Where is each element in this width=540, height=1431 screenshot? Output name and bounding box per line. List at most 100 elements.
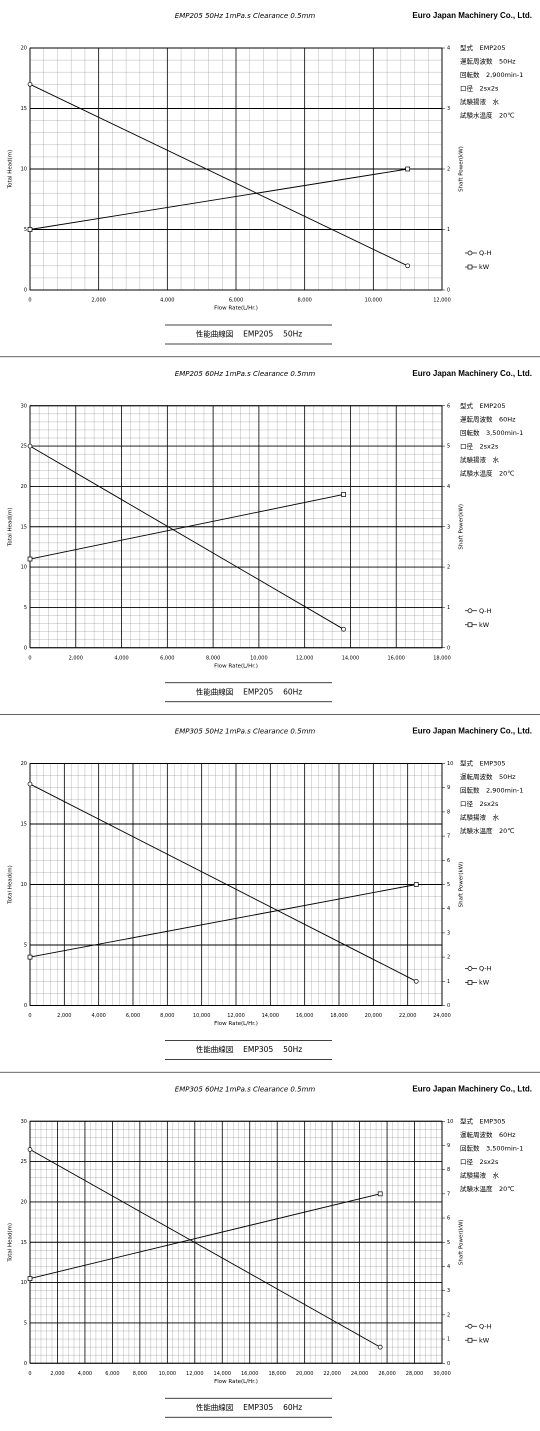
y2-axis-label: Shaft Power(kW) — [459, 1219, 465, 1265]
data-point — [27, 781, 33, 787]
x-tick-label: 18,000 — [433, 655, 451, 661]
x-tick-label: 18,000 — [330, 1013, 348, 1019]
x-tick-label: 12,000 — [296, 655, 314, 661]
y2-tick-label: 8 — [447, 1167, 450, 1173]
legend-marker — [467, 250, 473, 256]
spec-line: 試験揚液 水 — [460, 1170, 500, 1179]
x-tick-label: 2,000 — [50, 1371, 64, 1377]
y2-axis-label: Shaft Power(kW) — [459, 146, 465, 192]
y2-tick-label: 6 — [447, 858, 450, 864]
series-line — [29, 1193, 381, 1279]
y2-tick-label: 4 — [447, 1264, 450, 1270]
chart-title: EMP305 60Hz 1mPa.s Clearance 0.5mm — [175, 1085, 316, 1093]
spec-line: 試験揚液 水 — [460, 97, 500, 106]
y-axis-label: Total Head(m) — [8, 865, 14, 905]
y-tick-label: 10 — [21, 167, 27, 173]
data-point — [27, 954, 33, 960]
brand: Euro Japan Machinery Co., Ltd. — [412, 1084, 532, 1093]
data-point — [27, 443, 33, 449]
data-point — [341, 626, 346, 632]
legend-marker — [467, 1337, 473, 1343]
x-tick-label: 0 — [28, 655, 31, 661]
x-tick-label: 0 — [28, 298, 31, 304]
y-tick-label: 15 — [21, 1240, 27, 1246]
x-tick-label: 30,000 — [433, 1371, 451, 1377]
y2-axis-label: Shaft Power(kW) — [459, 504, 465, 550]
x-tick-label: 2,000 — [69, 655, 83, 661]
x-tick-label: 8,000 — [160, 1013, 174, 1019]
y2-tick-label: 3 — [447, 930, 450, 936]
spec-line: 型式 EMP205 — [460, 401, 506, 410]
caption: 性能曲線図 EMP305 50Hz — [196, 1044, 302, 1054]
y2-tick-label: 10 — [447, 761, 453, 767]
x-tick-label: 2,000 — [57, 1013, 71, 1019]
y2-tick-label: 4 — [447, 484, 450, 490]
legend-marker — [467, 966, 473, 971]
spec-line: 回転数 2,900min-1 — [460, 786, 523, 795]
spec-line: 運転周波数 50Hz — [460, 772, 516, 781]
y2-tick-label: 0 — [447, 1003, 450, 1009]
x-axis-label: Flow Rate(L/Hr.) — [214, 663, 258, 669]
spec-line: 試験揚液 水 — [460, 455, 500, 464]
x-tick-label: 22,000 — [399, 1013, 417, 1019]
y-tick-label: 5 — [24, 605, 27, 611]
y-tick-label: 15 — [21, 822, 27, 828]
series-line — [29, 445, 344, 630]
y2-tick-label: 9 — [447, 785, 450, 791]
x-tick-label: 6,000 — [160, 655, 174, 661]
spec-line: 口径 2sx2s — [460, 799, 499, 808]
y2-tick-label: 6 — [447, 403, 450, 409]
x-tick-label: 10,000 — [159, 1371, 177, 1377]
series-line — [29, 1149, 381, 1348]
y-tick-label: 15 — [21, 524, 27, 530]
y2-tick-label: 6 — [447, 1216, 450, 1222]
y2-tick-label: 3 — [447, 524, 450, 530]
legend-marker — [467, 1323, 473, 1329]
chart-title: EMP305 50Hz 1mPa.s Clearance 0.5mm — [175, 728, 316, 736]
data-point — [377, 1344, 383, 1350]
spec-line: 試験水温度 20℃ — [460, 826, 515, 835]
y-tick-label: 20 — [21, 761, 27, 767]
caption: 性能曲線図 EMP305 60Hz — [196, 1402, 302, 1412]
x-tick-label: 26,000 — [378, 1371, 396, 1377]
y-tick-label: 30 — [21, 1119, 27, 1125]
spec-line: 口径 2sx2s — [460, 441, 499, 450]
y-tick-label: 20 — [21, 46, 27, 52]
data-point — [27, 556, 33, 562]
data-point — [27, 227, 33, 232]
x-tick-label: 4,000 — [160, 298, 174, 304]
brand: Euro Japan Machinery Co., Ltd. — [412, 727, 532, 736]
x-tick-label: 8,000 — [206, 655, 220, 661]
x-tick-label: 28,000 — [406, 1371, 424, 1377]
y-axis-label: Total Head(m) — [8, 150, 14, 190]
x-tick-label: 12,000 — [227, 1013, 245, 1019]
spec-line: 試験水温度 20℃ — [460, 111, 515, 120]
x-tick-label: 22,000 — [323, 1371, 341, 1377]
y-tick-label: 0 — [24, 288, 27, 294]
x-tick-label: 12,000 — [186, 1371, 204, 1377]
plot-frame — [29, 763, 443, 1006]
data-point — [405, 166, 411, 172]
x-tick-label: 14,000 — [214, 1371, 232, 1377]
spec-line: 回転数 3,500min-1 — [460, 428, 523, 437]
x-tick-label: 20,000 — [365, 1013, 383, 1019]
legend-label: kW — [479, 979, 490, 987]
legend-label: Q-H — [479, 1322, 492, 1330]
y2-tick-label: 9 — [447, 1143, 450, 1149]
y2-tick-label: 10 — [447, 1119, 453, 1125]
y2-tick-label: 0 — [447, 1361, 450, 1367]
caption: 性能曲線図 EMP205 60Hz — [196, 686, 302, 696]
y-tick-label: 0 — [24, 645, 27, 651]
y2-tick-label: 5 — [447, 882, 450, 888]
spec-line: 試験揚液 水 — [460, 813, 500, 822]
y-tick-label: 25 — [21, 444, 27, 450]
brand: Euro Japan Machinery Co., Ltd. — [412, 11, 532, 20]
data-point — [413, 978, 419, 984]
series-line — [29, 494, 344, 560]
x-tick-label: 6,000 — [126, 1013, 140, 1019]
y2-tick-label: 5 — [447, 1240, 450, 1246]
x-tick-label: 14,000 — [342, 655, 360, 661]
y2-tick-label: 7 — [447, 834, 450, 840]
chart-title: EMP205 60Hz 1mPa.s Clearance 0.5mm — [175, 370, 316, 378]
